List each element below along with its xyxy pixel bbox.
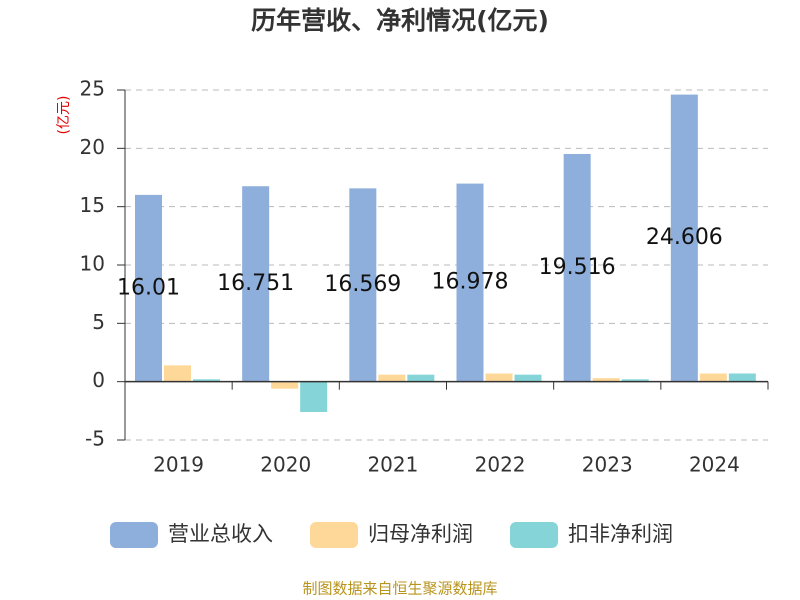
x-tick-label: 2024 — [689, 453, 740, 477]
bar — [621, 379, 649, 382]
bar — [242, 186, 270, 382]
legend-label: 扣非净利润 — [568, 522, 673, 546]
y-tick-label: 5 — [92, 310, 105, 334]
bar — [728, 373, 756, 382]
bar — [592, 378, 620, 382]
y-tick-label: 25 — [80, 77, 105, 101]
data-label: 16.01 — [117, 275, 180, 300]
x-tick-label: 2019 — [153, 453, 204, 477]
bar — [563, 153, 591, 382]
legend-swatch — [510, 522, 558, 548]
data-label: 16.751 — [217, 271, 294, 296]
x-tick-label: 2021 — [367, 453, 418, 477]
bar — [699, 373, 727, 382]
bar — [456, 183, 484, 382]
bar — [670, 94, 698, 382]
y-tick-label: 0 — [92, 368, 105, 392]
bar — [271, 381, 299, 389]
legend-swatch — [310, 522, 358, 548]
bar — [135, 194, 162, 382]
bar — [485, 373, 513, 382]
source-note: 制图数据来自恒生聚源数据库 — [302, 580, 497, 598]
bar — [407, 374, 435, 382]
legend-swatch — [110, 522, 158, 548]
data-label: 16.978 — [432, 270, 509, 295]
x-tick-label: 2020 — [260, 453, 311, 477]
data-label: 24.606 — [646, 225, 723, 250]
bar — [193, 379, 220, 382]
bar — [349, 188, 377, 382]
bar — [378, 374, 406, 382]
legend-label: 营业总收入 — [168, 522, 273, 546]
y-tick-label: 20 — [80, 135, 105, 159]
bar — [300, 381, 328, 412]
bar — [514, 374, 542, 382]
bar — [164, 365, 191, 382]
y-axis-label: (亿元) — [56, 96, 72, 135]
x-tick-label: 2023 — [582, 453, 633, 477]
chart-title: 历年营收、净利情况(亿元) — [251, 6, 549, 35]
y-tick-label: -5 — [85, 427, 105, 451]
data-label: 19.516 — [539, 255, 616, 280]
y-tick-label: 10 — [80, 252, 105, 276]
x-tick-label: 2022 — [475, 453, 526, 477]
data-label: 16.569 — [324, 272, 401, 297]
legend-label: 归母净利润 — [368, 522, 473, 546]
y-tick-label: 15 — [80, 193, 105, 217]
